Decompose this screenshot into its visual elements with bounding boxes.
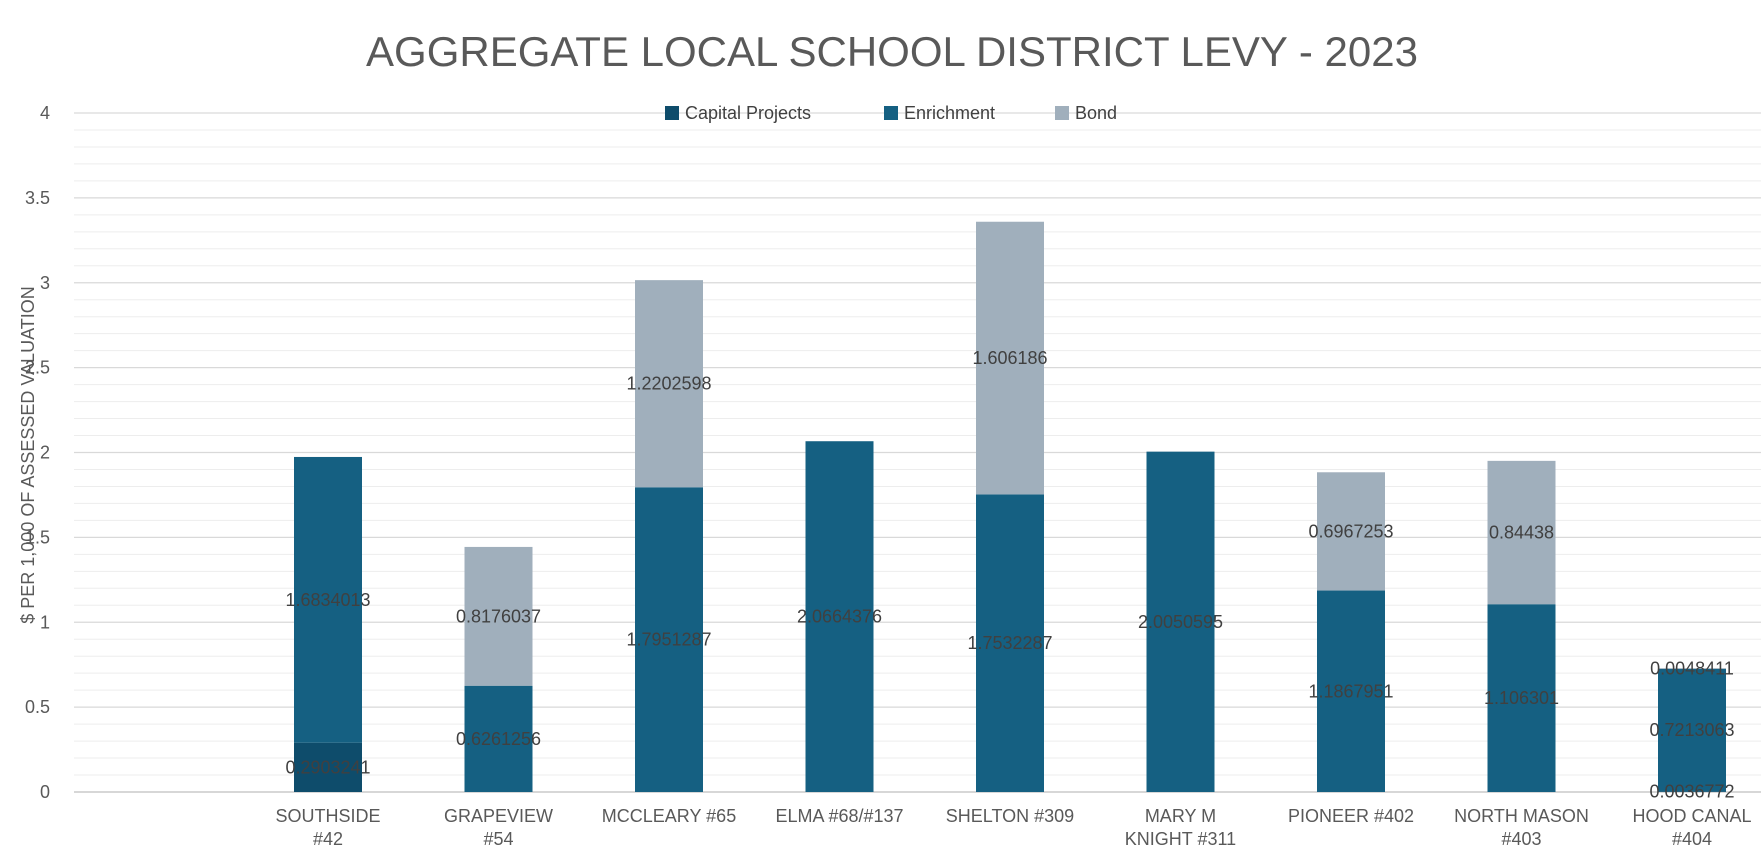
category-label: SHELTON #309 (946, 806, 1074, 826)
bar-segment (294, 456, 362, 743)
bar-segment (1658, 668, 1726, 669)
category-label: MARY M KNIGHT #311 (1125, 806, 1236, 849)
y-tick-label: 2 (40, 443, 50, 463)
y-tick-label: 1 (40, 612, 50, 632)
category-label: ELMA #68/#137 (775, 806, 903, 826)
bar-segment (1487, 460, 1556, 605)
bar-segment (1487, 604, 1556, 792)
bar-segment (976, 221, 1044, 495)
data-labels: 0.2903241 1.6834013 0.6261256 0.8176037 1.79… (285, 348, 1734, 802)
bar-segment (464, 546, 533, 686)
bar-segment (464, 685, 533, 792)
legend-label: Bond (1075, 103, 1117, 123)
data-label: 0.6261256 (456, 729, 541, 749)
y-tick-label: 3.5 (25, 188, 50, 208)
data-label: 0.0048411 (1650, 659, 1734, 679)
bar-segment (1146, 451, 1215, 792)
bar-segment (1658, 791, 1726, 792)
y-axis-label: $ PER 1,000 OF ASSESSED VALUATION (18, 286, 38, 623)
category-label: PIONEER #402 (1288, 806, 1414, 826)
bar-segment (1317, 472, 1385, 591)
legend-swatch (1055, 106, 1069, 120)
data-label: 1.606186 (972, 348, 1047, 368)
bar-segment (976, 494, 1044, 792)
legend-swatch (665, 106, 679, 120)
bar-segment (635, 280, 703, 488)
y-tick-label: 4 (40, 103, 50, 123)
data-label: 1.1867951 (1308, 681, 1393, 701)
legend-label: Capital Projects (685, 103, 811, 123)
category-label: GRAPEVIEW #54 (444, 806, 553, 849)
y-axis-ticks: 0 0.5 1 1.5 2 2.5 3 3.5 4 (25, 103, 50, 802)
bar-segment (1658, 668, 1726, 792)
data-label: 0.84438 (1489, 523, 1554, 543)
data-label: 0.2903241 (285, 757, 370, 777)
category-label: NORTH MASON #403 (1454, 806, 1589, 849)
y-tick-label: 0.5 (25, 697, 50, 717)
chart-title: AGGREGATE LOCAL SCHOOL DISTRICT LEVY - 2… (366, 28, 1418, 75)
data-label: 0.0036772 (1649, 782, 1734, 802)
legend: Capital Projects Enrichment Bond (665, 103, 1117, 123)
data-label: 1.2202598 (626, 374, 711, 394)
bars (294, 221, 1726, 792)
data-label: 0.8176037 (456, 606, 541, 626)
bar-segment (294, 742, 362, 792)
bar-segment (805, 441, 874, 792)
category-label: MCCLEARY #65 (602, 806, 736, 826)
legend-label: Enrichment (904, 103, 995, 123)
data-label: 2.0050595 (1138, 612, 1223, 632)
data-label: 2.0664376 (797, 607, 882, 627)
data-label: 0.7213063 (1649, 720, 1734, 740)
y-tick-label: 2.5 (25, 358, 50, 378)
data-label: 1.106301 (1484, 688, 1559, 708)
data-label: 1.7532287 (967, 633, 1052, 653)
bar-segment (635, 487, 703, 792)
legend-swatch (884, 106, 898, 120)
y-tick-label: 3 (40, 273, 50, 293)
category-labels: SOUTHSIDE #42 GRAPEVIEW #54 MCCLEARY #65 ELMA… (275, 806, 1751, 849)
data-label: 0.6967253 (1308, 521, 1393, 541)
category-label: SOUTHSIDE #42 (275, 806, 380, 849)
y-tick-label: 1.5 (25, 527, 50, 547)
data-label: 1.7951287 (626, 630, 711, 650)
data-label: 1.6834013 (285, 590, 370, 610)
y-tick-label: 0 (40, 782, 50, 802)
category-label: HOOD CANAL #404 (1632, 806, 1751, 849)
bar-segment (1317, 590, 1385, 792)
